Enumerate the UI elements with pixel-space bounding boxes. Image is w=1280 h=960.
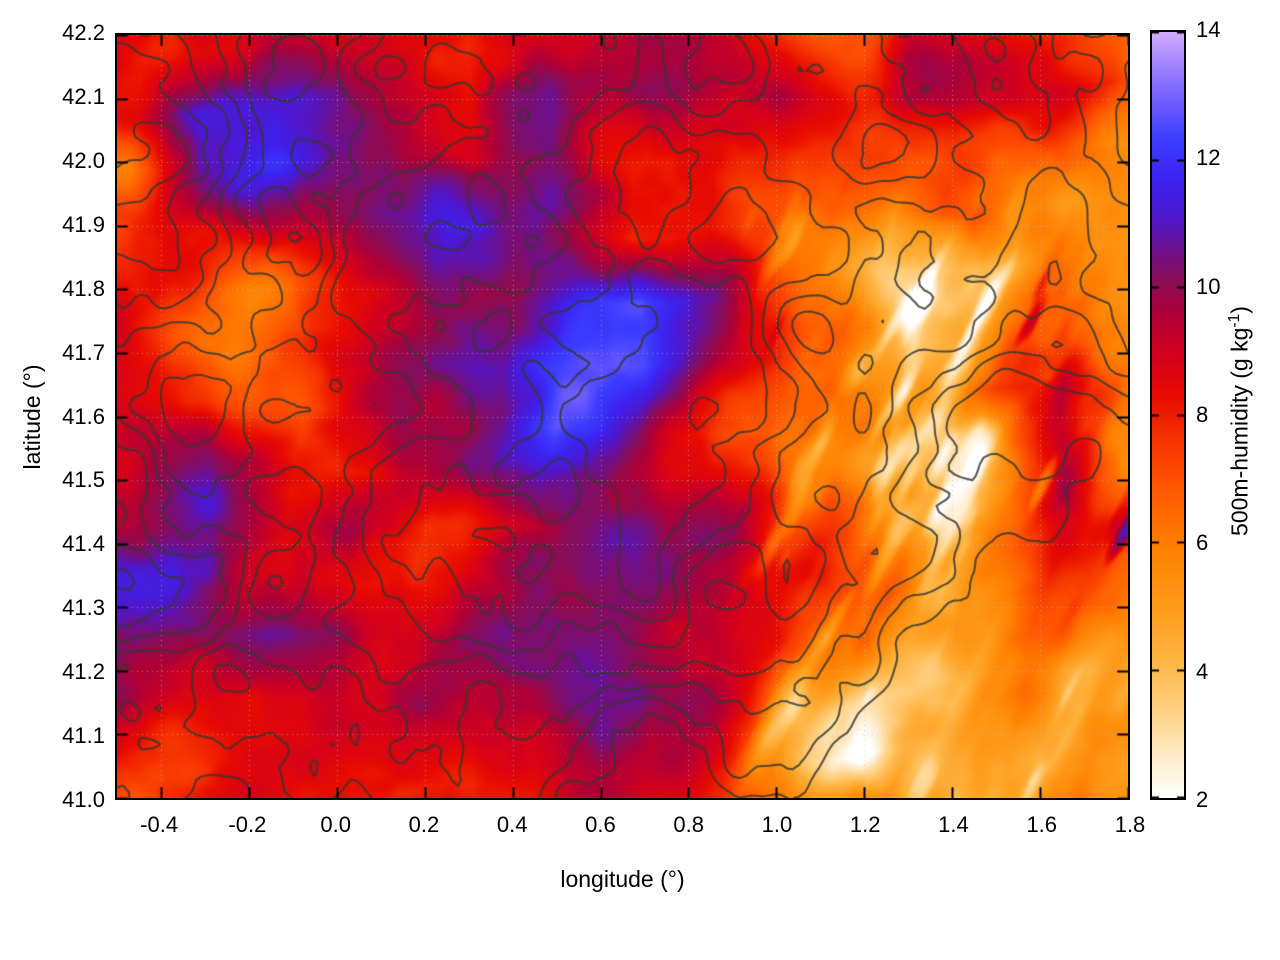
y-axis-label: latitude (°) [19, 364, 45, 470]
x-axis-label: longitude (°) [560, 866, 685, 892]
y-tick-label: 41.6 [62, 403, 105, 429]
x-tick-label: 1.4 [938, 812, 969, 837]
y-tick-label: 41.5 [62, 467, 105, 493]
colorbar-tick-label: 2 [1196, 787, 1209, 812]
y-tick-label: 42.1 [62, 83, 105, 109]
y-tick-label: 42.2 [62, 20, 105, 45]
y-tick-label: 41.3 [62, 595, 105, 621]
x-tick-label: 0.2 [408, 812, 440, 837]
x-tick-label: 1.0 [761, 812, 793, 837]
x-tick-label: 1.8 [1114, 812, 1146, 837]
y-tick-label: 42.0 [62, 147, 105, 173]
y-tick-label: 41.9 [62, 211, 105, 237]
colorbar-canvas [1152, 32, 1184, 798]
y-tick-label: 41.8 [62, 275, 105, 301]
x-tick-label: 1.2 [849, 812, 881, 837]
colorbar [1150, 30, 1186, 800]
y-tick-label: 41.4 [62, 531, 105, 557]
y-tick-label: 41.2 [62, 659, 105, 685]
x-tick-label: -0.2 [228, 812, 267, 837]
x-tick-label: 0.4 [496, 812, 528, 837]
colorbar-label-sup: -1 [1226, 313, 1243, 328]
y-tick-label: 41.1 [62, 723, 105, 749]
colorbar-tick-label: 10 [1196, 273, 1221, 299]
y-tick-label: 41.0 [62, 787, 105, 812]
colorbar-tick-label: 6 [1196, 530, 1209, 556]
colorbar-tick-label: 4 [1196, 658, 1209, 684]
colorbar-label-end: ) [1226, 306, 1253, 314]
plot-area [115, 33, 1130, 800]
x-tick-label: 0.8 [673, 812, 704, 837]
y-tick-label: 41.7 [62, 339, 105, 365]
x-tick-label: 0.0 [320, 812, 351, 837]
x-tick-label: -0.4 [140, 812, 179, 837]
contour-overlay-canvas [117, 35, 1128, 798]
colorbar-tick-label: 12 [1196, 145, 1221, 171]
x-tick-label: 0.6 [585, 812, 616, 837]
colorbar-tick-label: 8 [1196, 402, 1209, 427]
colorbar-label-text: 500m-humidity (g kg [1226, 327, 1253, 536]
colorbar-tick-label: 14 [1196, 17, 1221, 42]
x-tick-label: 1.6 [1026, 812, 1058, 837]
colorbar-label: 500m-humidity (g kg-1) [1226, 213, 1254, 629]
